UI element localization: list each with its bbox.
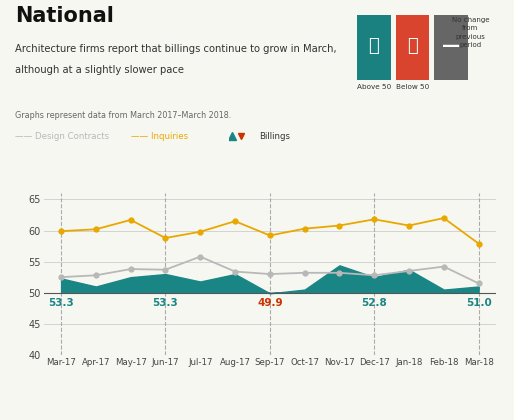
Text: 53.3: 53.3 xyxy=(48,298,74,308)
Text: Above 50: Above 50 xyxy=(357,84,391,90)
Text: Billings: Billings xyxy=(259,132,290,141)
Text: Architecture firms report that billings continue to grow in March,: Architecture firms report that billings … xyxy=(15,44,337,54)
Text: Graphs represent data from March 2017–March 2018.: Graphs represent data from March 2017–Ma… xyxy=(15,111,232,120)
Text: —— Inquiries: —— Inquiries xyxy=(131,132,188,141)
Text: 49.9: 49.9 xyxy=(257,298,283,308)
Text: No change
from
previous
period: No change from previous period xyxy=(452,17,489,48)
Text: 51.0: 51.0 xyxy=(466,298,491,308)
Text: 52.8: 52.8 xyxy=(361,298,387,308)
Text: —— Design Contracts: —— Design Contracts xyxy=(15,132,109,141)
Text: although at a slightly slower pace: although at a slightly slower pace xyxy=(15,65,185,75)
Text: 👍: 👍 xyxy=(369,37,379,55)
Text: National: National xyxy=(15,6,114,26)
Text: —: — xyxy=(442,37,460,55)
Text: 👎: 👎 xyxy=(407,37,418,55)
Text: Below 50: Below 50 xyxy=(396,84,429,90)
Text: 53.3: 53.3 xyxy=(153,298,178,308)
